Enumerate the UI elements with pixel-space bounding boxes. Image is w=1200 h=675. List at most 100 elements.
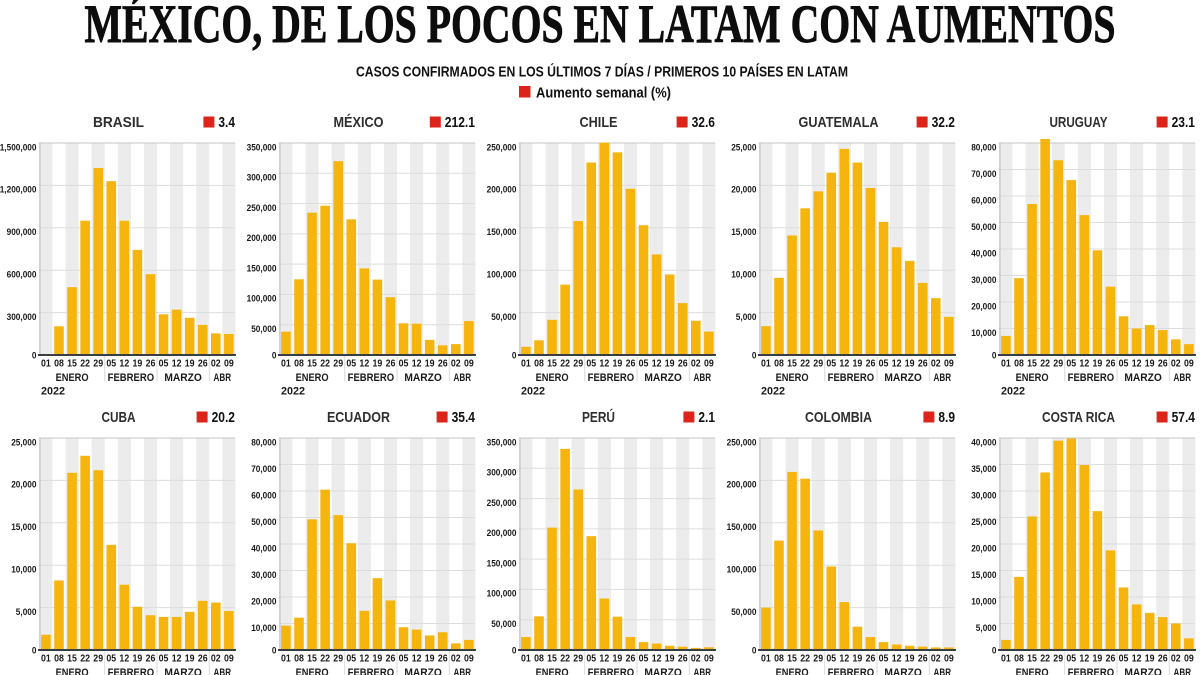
svg-text:MÉXICO: MÉXICO (334, 114, 384, 131)
svg-text:ABR: ABR (694, 667, 712, 675)
svg-text:20,000: 20,000 (731, 185, 756, 196)
svg-text:26: 26 (386, 654, 396, 665)
svg-text:50,000: 50,000 (251, 324, 276, 335)
svg-text:26: 26 (146, 654, 156, 665)
svg-text:350,000: 350,000 (247, 142, 277, 153)
svg-text:250,000: 250,000 (727, 437, 757, 448)
svg-text:50,000: 50,000 (971, 222, 996, 233)
svg-text:0: 0 (512, 351, 517, 362)
svg-text:09: 09 (704, 359, 714, 370)
svg-text:19: 19 (905, 359, 915, 370)
svg-text:29: 29 (573, 654, 583, 665)
svg-text:01: 01 (281, 359, 291, 370)
svg-text:29: 29 (333, 359, 343, 370)
svg-text:COSTA RICA: COSTA RICA (1042, 409, 1115, 426)
svg-text:10,000: 10,000 (971, 328, 996, 339)
svg-text:05: 05 (159, 359, 169, 370)
svg-text:25,000: 25,000 (971, 517, 996, 528)
svg-text:CASOS CONFIRMADOS EN LOS ÚLTIM: CASOS CONFIRMADOS EN LOS ÚLTIMOS 7 DÍAS … (356, 63, 848, 81)
svg-text:100,000: 100,000 (727, 565, 757, 576)
svg-text:5,000: 5,000 (16, 607, 37, 618)
svg-text:ABR: ABR (694, 372, 712, 384)
svg-text:05: 05 (879, 359, 889, 370)
svg-text:12: 12 (892, 359, 902, 370)
svg-text:FEBRERO: FEBRERO (1068, 372, 1115, 384)
svg-text:12: 12 (1132, 654, 1142, 665)
svg-text:26: 26 (626, 359, 636, 370)
svg-text:0: 0 (992, 351, 997, 362)
svg-text:150,000: 150,000 (487, 227, 517, 238)
svg-text:02: 02 (451, 359, 461, 370)
svg-text:09: 09 (1184, 359, 1194, 370)
svg-text:40,000: 40,000 (971, 248, 996, 259)
svg-text:32.6: 32.6 (692, 114, 715, 131)
svg-text:26: 26 (1106, 359, 1116, 370)
svg-text:20.2: 20.2 (212, 409, 235, 426)
svg-text:60,000: 60,000 (971, 195, 996, 206)
svg-text:22: 22 (80, 359, 90, 370)
svg-text:29: 29 (813, 654, 823, 665)
svg-text:29: 29 (1053, 654, 1063, 665)
svg-text:200,000: 200,000 (487, 528, 517, 539)
svg-text:150,000: 150,000 (247, 263, 277, 274)
svg-text:12: 12 (1132, 359, 1142, 370)
svg-text:09: 09 (1184, 654, 1194, 665)
svg-text:80,000: 80,000 (971, 142, 996, 153)
svg-text:19: 19 (1093, 359, 1103, 370)
svg-text:12: 12 (652, 654, 662, 665)
svg-text:19: 19 (373, 654, 383, 665)
svg-text:12: 12 (652, 359, 662, 370)
svg-text:ABR: ABR (454, 372, 472, 384)
svg-text:50,000: 50,000 (491, 619, 516, 630)
svg-text:5,000: 5,000 (976, 623, 997, 634)
svg-text:1,500,000: 1,500,000 (0, 142, 36, 153)
svg-text:0: 0 (32, 646, 37, 657)
svg-text:05: 05 (586, 654, 596, 665)
svg-text:22: 22 (800, 654, 810, 665)
svg-text:250,000: 250,000 (247, 203, 277, 214)
svg-text:MARZO: MARZO (164, 667, 202, 675)
svg-text:300,000: 300,000 (247, 173, 277, 184)
svg-text:12: 12 (1079, 654, 1089, 665)
svg-text:05: 05 (1119, 654, 1129, 665)
svg-text:60,000: 60,000 (251, 490, 276, 501)
svg-text:200,000: 200,000 (727, 480, 757, 491)
svg-text:80,000: 80,000 (251, 437, 276, 448)
svg-text:05: 05 (106, 359, 116, 370)
svg-text:GUATEMALA: GUATEMALA (799, 114, 879, 131)
svg-text:29: 29 (1053, 359, 1063, 370)
svg-text:22: 22 (1040, 654, 1050, 665)
svg-text:ABR: ABR (934, 667, 952, 675)
svg-text:300,000: 300,000 (7, 312, 37, 323)
svg-text:10,000: 10,000 (11, 565, 36, 576)
svg-text:29: 29 (813, 359, 823, 370)
svg-text:30,000: 30,000 (971, 275, 996, 286)
svg-text:0: 0 (512, 646, 517, 657)
svg-text:05: 05 (346, 359, 356, 370)
svg-text:15: 15 (787, 654, 797, 665)
svg-text:5,000: 5,000 (736, 312, 757, 323)
svg-text:COLOMBIA: COLOMBIA (805, 409, 872, 426)
svg-text:200,000: 200,000 (247, 233, 277, 244)
svg-text:2022: 2022 (521, 385, 545, 397)
svg-text:ABR: ABR (214, 372, 232, 384)
svg-text:02: 02 (211, 654, 221, 665)
svg-text:FEBRERO: FEBRERO (588, 372, 635, 384)
svg-text:22: 22 (560, 654, 570, 665)
svg-text:3.4: 3.4 (218, 114, 235, 131)
svg-text:05: 05 (106, 654, 116, 665)
svg-text:200,000: 200,000 (487, 185, 517, 196)
svg-text:ENERO: ENERO (296, 372, 329, 384)
svg-text:01: 01 (761, 654, 771, 665)
svg-text:30,000: 30,000 (971, 490, 996, 501)
svg-text:15: 15 (547, 359, 557, 370)
svg-text:02: 02 (931, 654, 941, 665)
svg-text:40,000: 40,000 (251, 543, 276, 554)
svg-text:26: 26 (918, 359, 928, 370)
svg-text:MARZO: MARZO (884, 667, 922, 675)
svg-text:02: 02 (1171, 654, 1181, 665)
svg-text:MÉXICO, DE LOS POCOS EN LATAM: MÉXICO, DE LOS POCOS EN LATAM CON AUMENT… (85, 0, 1116, 54)
svg-text:ECUADOR: ECUADOR (327, 409, 390, 426)
svg-text:08: 08 (774, 359, 784, 370)
svg-text:ABR: ABR (214, 667, 232, 675)
